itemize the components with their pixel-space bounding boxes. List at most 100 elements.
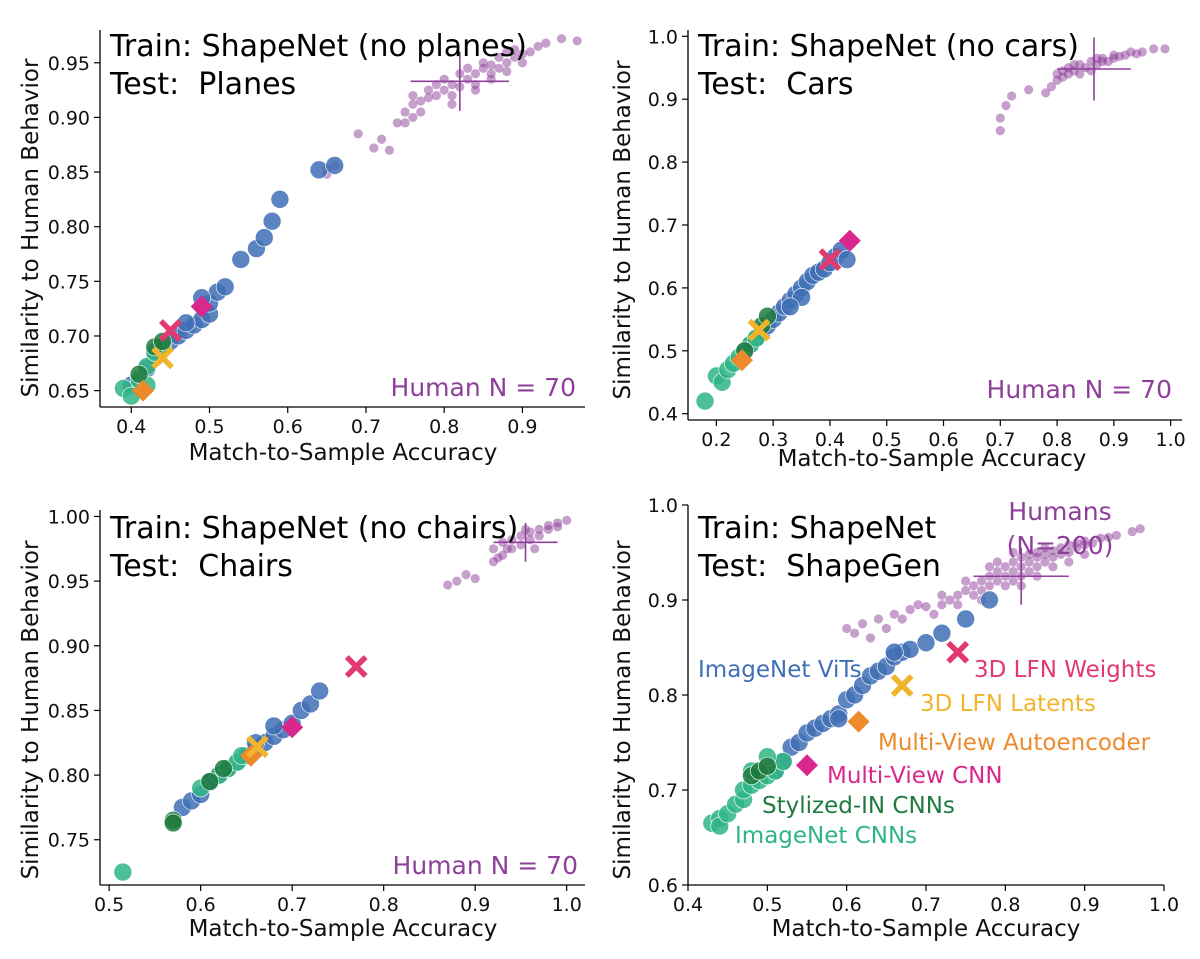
legend-label-stylized-in-cnns: Stylized-IN CNNs: [762, 793, 955, 819]
chairs-point-human: [534, 531, 544, 541]
shapegen-point-human: [865, 633, 876, 643]
shapegen-point-human: [1008, 557, 1018, 567]
cars-x-stroke: [747, 318, 771, 342]
shapegen-humans-annotation-line1: Humans: [1008, 497, 1111, 526]
cars-point-human: [995, 126, 1005, 136]
chairs-xtick-label: 0.5: [94, 894, 124, 916]
cars-point-human: [1001, 100, 1011, 111]
planes-point-human: [392, 118, 402, 128]
planes-point-human: [439, 74, 449, 84]
shapegen-point-human: [1040, 543, 1050, 553]
chairs-point-human: [493, 553, 503, 563]
chairs-series-lfn_weights: [344, 655, 368, 678]
shapegen-point-vit: [884, 642, 904, 662]
legend-label-imagenet-vits: ImageNet ViTs: [698, 657, 862, 683]
planes-point-human: [408, 90, 418, 101]
planes-series-lfn_weights: [159, 319, 182, 342]
planes-ylabel: Similarity to Human Behavior: [18, 58, 44, 397]
shapegen-series-lfn_weights: [946, 640, 970, 664]
shapegen-point-vit: [829, 709, 849, 729]
chairs-title-line2: Test: Chairs: [109, 549, 293, 584]
shapegen-point-human: [1024, 566, 1034, 577]
cars-xtick-label: 0.2: [701, 429, 731, 451]
planes-point-human: [431, 90, 441, 101]
planes-series-human: [322, 34, 582, 179]
chairs-point-stylized: [200, 772, 220, 791]
panel-cars: 0.2 0.3 0.4 0.5 0.6 0.7 0.8 0.9 1.0 0.4 0.5 0.6 0.7 0…: [610, 26, 1186, 472]
cars-ytick-label: 0.8: [648, 152, 678, 174]
planes-axes: 0.4 0.5 0.6 0.7 0.8 0.9 0.65 0.70 0.75 0.80 0.85 0.…: [48, 30, 585, 438]
cars-point-human: [1058, 66, 1068, 76]
shapegen-point-human: [1056, 549, 1066, 560]
shapegen-xtick-label: 0.4: [673, 894, 703, 916]
shapegen-point-human: [1024, 549, 1034, 560]
shapegen-point-human: [1088, 538, 1098, 548]
shapegen-ytick-label: 0.6: [648, 875, 678, 897]
cars-ytick-label: 0.7: [648, 215, 678, 237]
shapegen-point-human: [913, 600, 923, 610]
planes-xtick-label: 0.9: [507, 416, 537, 438]
shapegen-point-human: [984, 562, 995, 572]
planes-title-line2: Test: Planes: [109, 67, 296, 102]
planes-human-n-annotation: Human N = 70: [391, 373, 576, 402]
planes-point-autoencoder: [132, 379, 155, 402]
planes-human-mean-crosshair: [410, 51, 510, 111]
planes-x-stroke: [159, 319, 182, 342]
cars-point-vit: [837, 250, 857, 269]
planes-point-lfn_weights: [159, 319, 182, 342]
cars-xtick-label: 1.0: [1156, 429, 1186, 451]
chairs-ytick-label: 0.80: [48, 765, 90, 787]
shapegen-point-lfn_latents: [890, 674, 914, 697]
shapegen-point-vit: [932, 623, 952, 643]
legend-label-multi-view-autoencoder: Multi-View Autoencoder: [878, 730, 1151, 756]
planes-point-vit: [254, 228, 274, 247]
cars-title-line2: Test: Cars: [697, 67, 854, 102]
shapegen-point-vit: [980, 590, 999, 610]
cars-point-lfn_latents: [747, 318, 771, 342]
shapegen-point-human: [953, 600, 963, 610]
legend-label-3d-lfn-latents: 3D LFN Latents: [920, 691, 1096, 717]
chairs-series-stylized: [163, 759, 233, 833]
shapegen-point-human: [1000, 581, 1010, 591]
cars-xtick-label: 0.7: [985, 429, 1015, 451]
cars-axes: 0.2 0.3 0.4 0.5 0.6 0.7 0.8 0.9 1.0 0.4 0.5 0.6 0.7 0…: [648, 26, 1186, 451]
planes-point-human: [416, 107, 426, 117]
planes-point-vit: [262, 211, 282, 231]
planes-point-human: [353, 129, 363, 139]
planes-point-human: [486, 74, 496, 84]
chairs-x-stroke: [246, 735, 269, 759]
shapegen-point-human: [992, 576, 1003, 586]
shapegen-point-human: [1127, 527, 1137, 537]
planes-point-human: [408, 112, 418, 123]
shapegen-point-human: [850, 628, 860, 638]
planes-point-human: [447, 80, 457, 90]
chairs-marks: [113, 515, 572, 882]
planes-point-human: [416, 96, 426, 106]
shapegen-point-mv_cnn: [796, 754, 818, 777]
planes-point-human: [517, 49, 528, 59]
shapegen-point-vit: [956, 609, 975, 629]
cars-human-n-annotation: Human N = 70: [987, 375, 1172, 404]
planes-point-human: [572, 36, 582, 46]
chairs-x-stroke: [344, 655, 368, 678]
shapegen-point-human: [976, 576, 987, 586]
planes-point-human: [369, 143, 379, 153]
legend-label-3d-lfn-weights: 3D LFN Weights: [974, 657, 1156, 683]
shapegen-title-line1: Train: ShapeNet: [697, 511, 936, 546]
chairs-ylabel: Similarity to Human Behavior: [18, 540, 44, 879]
chairs-point-stylized: [163, 813, 183, 833]
shapegen-point-human: [1072, 538, 1082, 548]
shapegen-point-human: [1048, 552, 1058, 562]
planes-point-human: [439, 85, 449, 95]
shapegen-point-human: [1032, 547, 1042, 558]
chairs-point-mv_cnn: [281, 716, 304, 739]
chairs-xtick-label: 1.0: [552, 894, 582, 916]
shapegen-ylabel: Similarity to Human Behavior: [610, 540, 636, 879]
planes-marks: [114, 34, 582, 406]
planes-x-stroke: [151, 346, 174, 370]
planes-point-human: [400, 107, 410, 117]
shapegen-point-human: [1111, 530, 1121, 541]
cars-ytick-label: 1.0: [648, 26, 678, 48]
planes-point-human: [447, 90, 457, 101]
